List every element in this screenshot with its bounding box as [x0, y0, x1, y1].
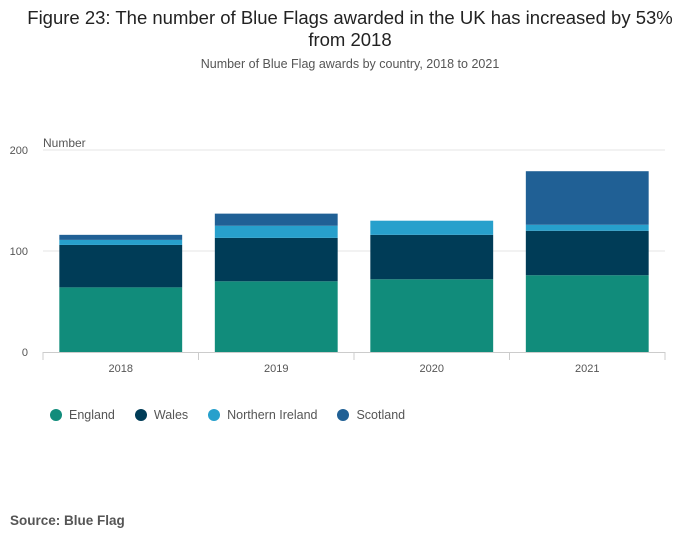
legend-swatch	[208, 409, 221, 421]
legend-label: Northern Ireland	[227, 408, 318, 422]
bar-northern-ireland-2019	[214, 225, 338, 238]
legend-item-northern-ireland: Northern Ireland	[208, 408, 317, 422]
x-tick-label: 2021	[575, 363, 599, 375]
bar-northern-ireland-2020	[370, 220, 494, 235]
legend-swatch	[337, 409, 350, 421]
x-tick-label: 2020	[420, 363, 444, 375]
chart-title: Figure 23: The number of Blue Flags awar…	[27, 7, 673, 50]
y-tick-label: 200	[10, 145, 28, 157]
bar-scotland-2019	[214, 213, 338, 226]
source-note: Source: Blue Flag	[10, 513, 125, 528]
bar-scotland-2021	[525, 171, 649, 225]
x-tick-label: 2018	[109, 363, 133, 375]
x-tick-label: 2019	[264, 363, 288, 375]
bar-northern-ireland-2021	[525, 224, 649, 231]
bar-wales-2021	[525, 230, 649, 276]
legend-item-scotland: Scotland	[337, 408, 405, 422]
y-tick-label: 100	[10, 246, 28, 258]
y-tick-label: 0	[22, 347, 28, 359]
y-axis-label: Number	[43, 136, 86, 150]
legend-swatch	[134, 409, 147, 421]
chart-legend: England Wales Northern Ireland Scotland	[50, 408, 425, 422]
bar-scotland-2018	[59, 234, 183, 240]
bar-england-2018	[59, 287, 183, 352]
legend-item-wales: Wales	[134, 408, 189, 422]
bar-england-2021	[525, 275, 649, 352]
bar-wales-2019	[214, 237, 338, 282]
chart-subtitle: Number of Blue Flag awards by country, 2…	[200, 57, 500, 71]
legend-label: Scotland	[356, 408, 406, 422]
legend-label: England	[69, 408, 115, 422]
bar-wales-2018	[59, 244, 183, 288]
legend-item-england: England	[50, 408, 115, 422]
legend-label: Wales	[153, 408, 189, 422]
legend-swatch	[50, 409, 62, 421]
bar-northern-ireland-2018	[59, 239, 183, 245]
bar-england-2019	[214, 281, 338, 352]
bar-wales-2020	[370, 234, 494, 280]
bar-england-2020	[370, 279, 494, 352]
